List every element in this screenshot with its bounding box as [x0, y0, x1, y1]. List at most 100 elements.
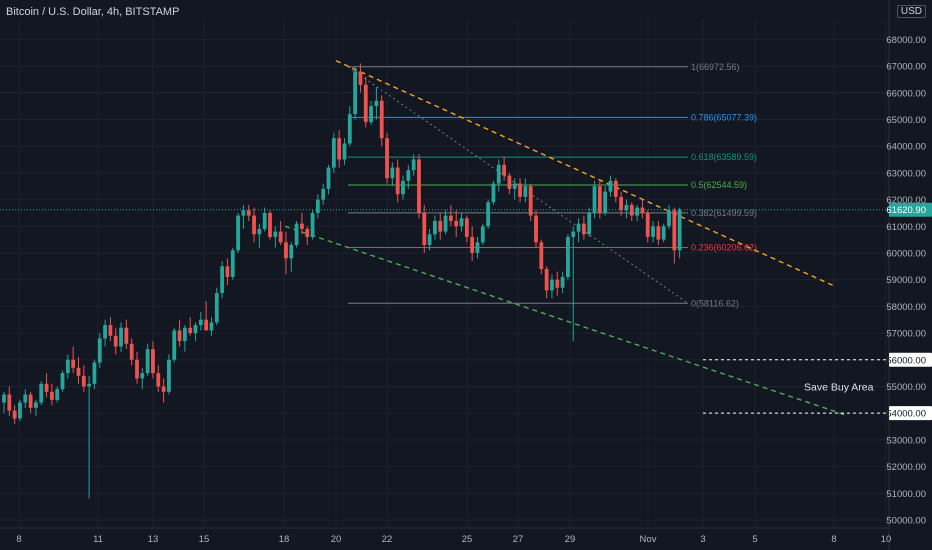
- candle-body: [119, 327, 123, 347]
- candle-body: [496, 164, 501, 184]
- candle-body: [369, 106, 373, 123]
- candle-body: [411, 159, 416, 171]
- candle-body: [294, 223, 299, 245]
- candle-body: [34, 402, 38, 408]
- candle-body: [645, 212, 650, 237]
- candle-body: [188, 327, 193, 334]
- last-price-badge: [889, 202, 932, 217]
- price-label-badge-text: 56000.00: [886, 355, 926, 366]
- price-tick-label: 52000.00: [886, 462, 926, 473]
- candle-body: [76, 367, 81, 376]
- candle-body: [417, 159, 421, 213]
- candle-body: [560, 277, 565, 288]
- candle-body: [454, 220, 459, 227]
- candle-body: [422, 212, 427, 245]
- candle-body: [135, 359, 139, 379]
- candle-body: [18, 402, 22, 419]
- price-tick-label: 65000.00: [886, 115, 926, 126]
- candle-body: [252, 215, 256, 235]
- candle-body: [629, 204, 634, 216]
- candle-body: [459, 218, 464, 227]
- candle-body: [108, 325, 113, 336]
- candle-body: [581, 223, 586, 235]
- candle-body: [81, 375, 86, 387]
- candle-body: [353, 71, 358, 115]
- price-tick-label: 61000.00: [886, 222, 926, 233]
- candle-body: [7, 394, 12, 411]
- candle-body: [385, 138, 389, 179]
- time-tick-label: 8: [16, 534, 21, 545]
- trend-drawings[interactable]: [284, 60, 886, 417]
- fib-level-label: 0.786(65077.39): [691, 112, 757, 122]
- candle-body: [209, 322, 214, 331]
- candle-body: [55, 389, 60, 400]
- candle-body: [566, 236, 570, 278]
- candle-body: [44, 383, 49, 392]
- candle-body: [97, 338, 102, 363]
- time-tick-label: Nov: [640, 534, 657, 545]
- candle-body: [289, 244, 294, 259]
- time-tick-label: 5: [752, 534, 757, 545]
- candle-body: [656, 226, 661, 240]
- support-trendline: [284, 225, 849, 417]
- fibonacci-retracement[interactable]: 1(66972.56) 0.786(65077.39) 0.618(63589.59…: [347, 62, 757, 308]
- candle-body: [443, 215, 448, 232]
- candle-body: [268, 212, 272, 237]
- price-tick-label: 55000.00: [886, 382, 926, 393]
- candle-body: [12, 410, 17, 419]
- candle-body: [677, 209, 682, 251]
- candle-body: [571, 231, 576, 237]
- candle-body: [49, 391, 54, 400]
- candle-body: [300, 223, 304, 229]
- time-axis[interactable]: 8 11 13 15 18 20 22 25 27 29 Nov 3 5 8 10: [0, 527, 891, 545]
- candle-body: [406, 170, 411, 181]
- candle-body: [103, 325, 107, 339]
- candle-body: [438, 220, 443, 232]
- candle-body: [347, 114, 352, 144]
- candle-body: [342, 143, 347, 160]
- candle-body: [624, 204, 629, 211]
- candle-body: [597, 186, 602, 213]
- candle-body: [587, 212, 592, 235]
- candle-body: [156, 373, 161, 387]
- candle-body: [92, 362, 97, 384]
- candle-body: [172, 330, 177, 360]
- candle-body: [470, 236, 475, 253]
- price-tick-label: 53000.00: [886, 435, 926, 446]
- candle-body: [427, 234, 432, 245]
- time-tick-label: 25: [462, 534, 473, 545]
- candle-body: [225, 266, 230, 278]
- candle-body: [151, 349, 155, 374]
- candle-body: [539, 242, 544, 269]
- candle-body: [475, 242, 480, 253]
- candle-body: [672, 210, 677, 251]
- candle-body: [619, 196, 624, 211]
- candle-body: [167, 359, 171, 392]
- candle-body: [640, 207, 645, 213]
- candle-body: [374, 100, 379, 107]
- candle-body: [315, 199, 320, 213]
- price-tick-label: 66000.00: [886, 88, 926, 99]
- time-tick-label: 27: [513, 534, 524, 545]
- candle-body: [331, 138, 336, 168]
- currency-badge[interactable]: USD: [896, 5, 926, 18]
- candle-body: [635, 207, 639, 216]
- candle-body: [433, 220, 437, 235]
- candle-body: [193, 325, 198, 334]
- price-tick-label: 51000.00: [886, 489, 926, 500]
- candle-body: [273, 231, 278, 237]
- time-tick-label: 15: [199, 534, 210, 545]
- price-tick-label: 64000.00: [886, 142, 926, 153]
- price-axis[interactable]: 50000.00 51000.00 52000.00 53000.00 54000.00…: [886, 0, 932, 550]
- candle-body: [390, 167, 395, 179]
- candle-body: [23, 394, 28, 403]
- candle-body: [464, 218, 469, 237]
- time-tick-label: 13: [148, 534, 159, 545]
- candle-body: [129, 343, 134, 360]
- price-tick-label: 62000.00: [886, 195, 926, 206]
- candle-body: [204, 319, 209, 331]
- candle-body: [401, 180, 405, 195]
- candle-body: [71, 359, 76, 368]
- candle-body: [65, 359, 70, 374]
